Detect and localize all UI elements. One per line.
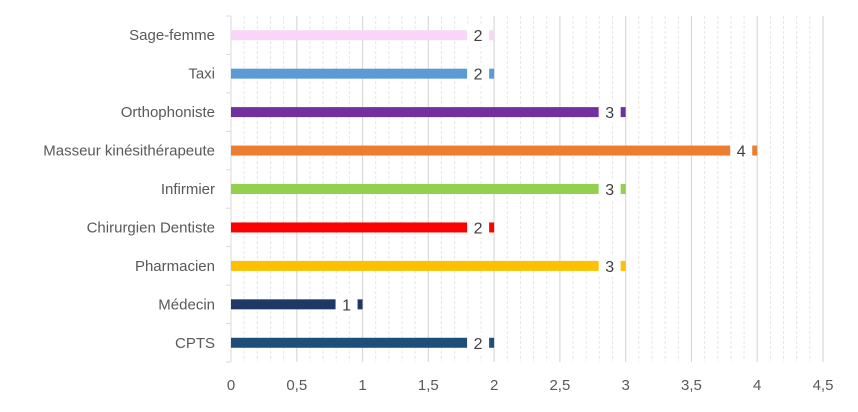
x-tick-label: 1,5 (418, 377, 439, 394)
x-tick-label: 2,5 (549, 377, 570, 394)
category-label: Pharmacien (135, 258, 215, 275)
x-tick-label: 4 (753, 377, 761, 394)
data-label: 2 (474, 220, 483, 237)
data-label-background (467, 331, 490, 354)
data-label: 2 (474, 28, 483, 45)
x-tick-label: 2 (490, 377, 498, 394)
bar (231, 107, 626, 118)
data-label-background (467, 24, 490, 47)
data-label: 3 (605, 259, 614, 276)
category-label: Infirmier (161, 181, 215, 198)
data-label-background (467, 216, 490, 239)
x-tick-label: 4,5 (813, 377, 834, 394)
data-label-background (467, 62, 490, 85)
data-label: 2 (474, 67, 483, 84)
data-label-background (598, 178, 621, 200)
data-label: 3 (605, 105, 614, 122)
data-label-background (598, 254, 621, 277)
bar (231, 337, 495, 348)
x-tick-label: 0 (227, 377, 235, 394)
category-label: Masseur kinésithérapeute (43, 143, 215, 160)
category-label: Chirurgien Dentiste (87, 219, 215, 236)
bar (231, 222, 495, 233)
bar (231, 299, 363, 310)
category-label: CPTS (175, 335, 215, 352)
data-label-background (335, 293, 358, 316)
data-label: 4 (737, 144, 746, 161)
bar (231, 68, 495, 79)
category-label: Médecin (158, 296, 215, 313)
x-tick-label: 3,5 (681, 377, 702, 394)
data-label-background (598, 101, 621, 124)
bar (231, 260, 626, 271)
category-label: Orthophoniste (121, 104, 215, 121)
category-label: Sage-femme (129, 27, 215, 44)
bar (231, 184, 626, 194)
category-label: Taxi (188, 66, 215, 83)
x-tick-label: 0,5 (286, 377, 307, 394)
data-label: 2 (474, 336, 483, 353)
x-tick-label: 3 (621, 377, 629, 394)
x-tick-label: 1 (358, 377, 366, 394)
data-label: 3 (605, 182, 614, 199)
bar (231, 30, 495, 41)
data-label: 1 (342, 297, 351, 314)
bar (231, 145, 758, 156)
data-label-background (730, 139, 753, 162)
